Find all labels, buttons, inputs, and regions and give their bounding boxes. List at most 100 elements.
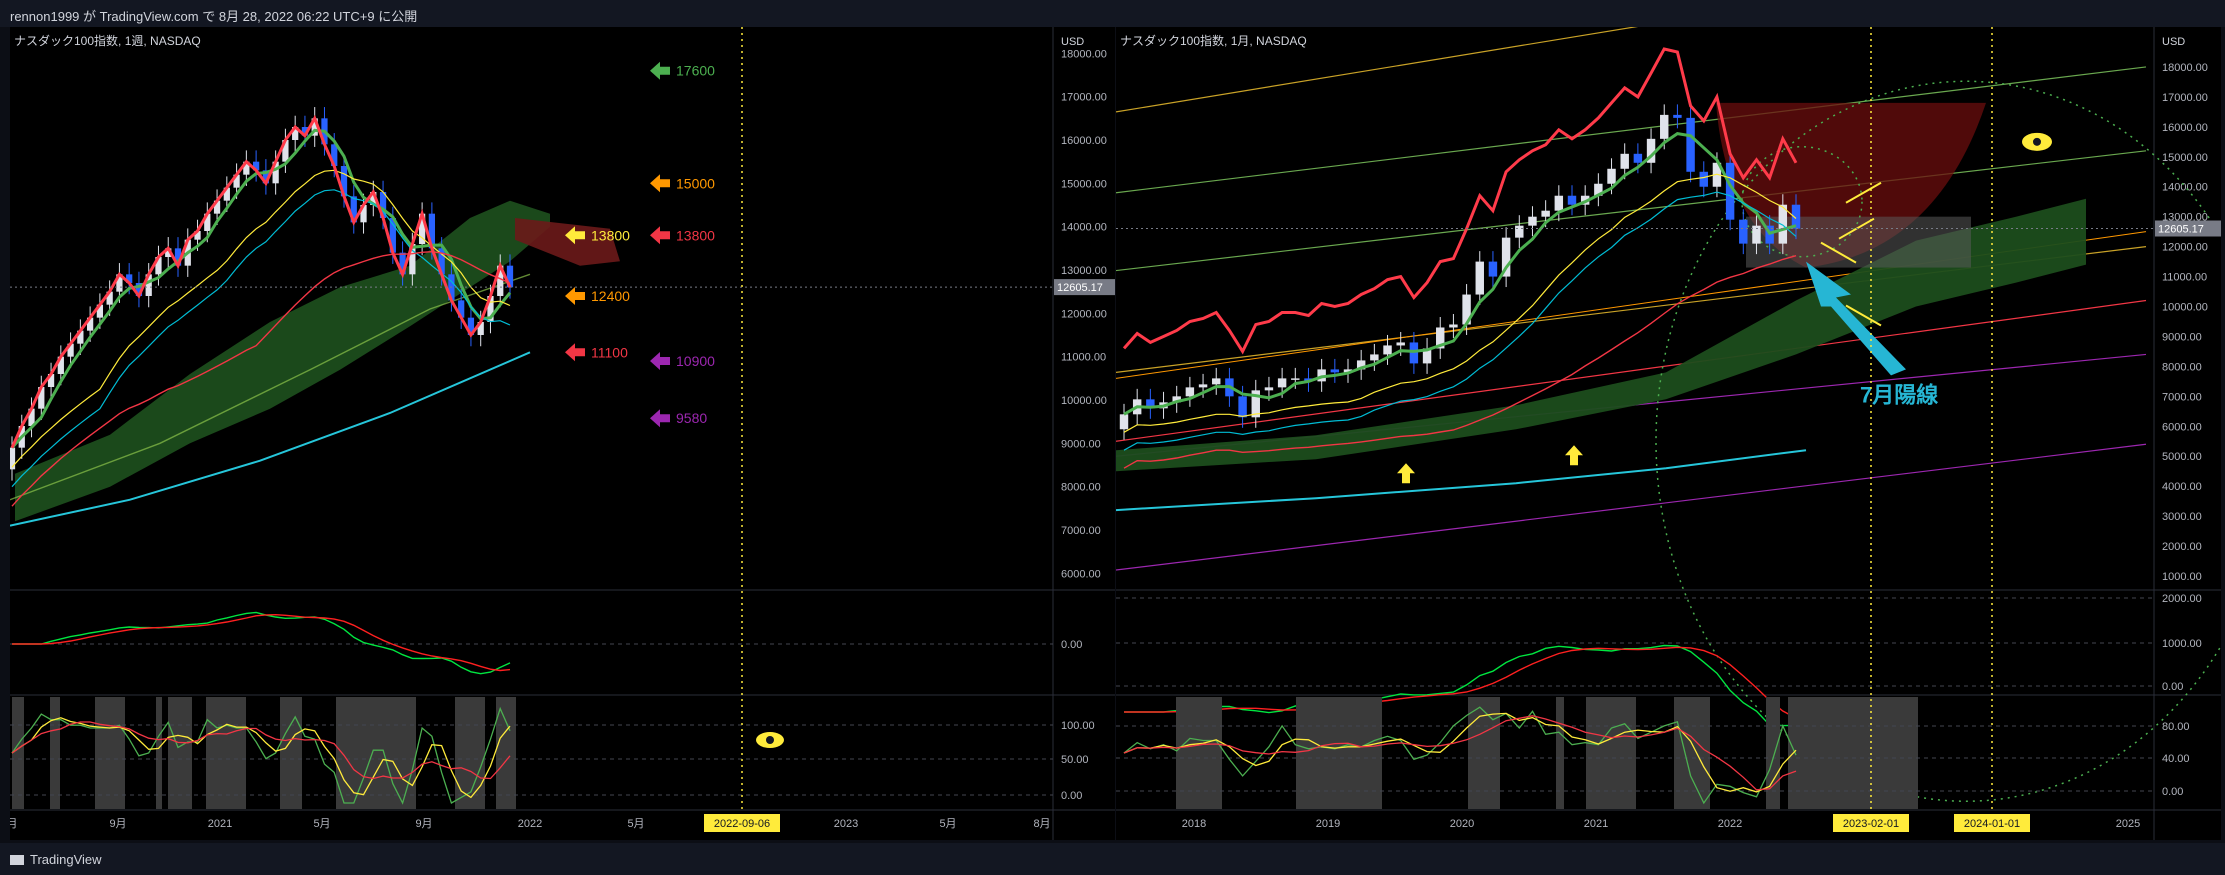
target-label: 13800 (591, 227, 630, 243)
price-tick: 3000.00 (2162, 511, 2202, 523)
ma-200 (9, 351, 531, 527)
top-bar: rennon1999 が TradingView.com で 8月 28, 20… (0, 0, 2225, 27)
candle-body (77, 330, 84, 344)
candle-body (8, 447, 16, 470)
oscillator-shade (1556, 697, 1564, 809)
price-tick: 12000.00 (2162, 242, 2208, 254)
candle-body (1343, 369, 1353, 373)
ma-line-long (11, 250, 511, 507)
oscillator-shade (1176, 697, 1222, 809)
candle-body (1383, 345, 1392, 355)
candle-body (282, 140, 289, 162)
candle-body (1172, 396, 1181, 403)
candle-body (106, 291, 113, 305)
candle-body (438, 248, 445, 275)
date-marker-badge (1833, 814, 1909, 832)
target-label: 9580 (676, 410, 707, 426)
candle-body (1356, 360, 1366, 370)
candle-body (360, 205, 367, 223)
candle-body (1752, 225, 1761, 244)
up-arrow-icon (1397, 463, 1415, 484)
candle-body (1594, 183, 1603, 196)
candle-body (28, 408, 35, 426)
monthly-chart[interactable]: ナスダック100指数, 1月, NASDAQ USD 18000.00 17000.0… (1115, 6, 2225, 840)
price-tick: 11000.00 (2162, 272, 2207, 284)
time-tick: 2022 (1718, 818, 1742, 830)
macd-tick: 1000.00 (2162, 638, 2202, 650)
time-tick: 月 (10, 818, 18, 830)
target-arrow-icon (650, 226, 670, 245)
time-tick: 5月 (627, 818, 644, 830)
date-marker-label: 2024-01-01 (1964, 818, 2020, 830)
oscillator-mid (11, 717, 511, 799)
price-tick: 5000.00 (2162, 451, 2202, 463)
candle-body (1277, 378, 1287, 388)
candle-body (165, 248, 172, 257)
candle-body (155, 257, 162, 275)
oscillator-shade (156, 697, 162, 809)
price-tick: 9000.00 (1061, 438, 1101, 450)
eye-icon-pupil (2033, 137, 2041, 146)
candle-body (389, 218, 396, 253)
time-tick: 8月 (1033, 818, 1050, 830)
macd-tick: 0.00 (1061, 639, 1082, 651)
candle-body (428, 213, 436, 249)
currency-label: USD (2162, 36, 2185, 48)
oscillator-tick: 50.00 (1061, 754, 1089, 766)
oscillator-shade (1766, 697, 1780, 809)
target-label: 10900 (676, 353, 715, 369)
candle-body (1488, 261, 1498, 277)
macd-line (12, 611, 511, 675)
candle-body (174, 248, 182, 266)
tradingview-logo[interactable]: TradingView (10, 852, 102, 867)
oscillator-tick: 100.00 (1061, 720, 1095, 732)
candle-body (1330, 369, 1340, 373)
target-label: 11100 (591, 344, 628, 360)
candle-body (145, 274, 152, 296)
date-marker-label: 2022-09-06 (714, 818, 770, 830)
candle-body (331, 144, 338, 166)
time-tick: 5月 (313, 818, 330, 830)
price-tick: 18000.00 (2162, 62, 2208, 74)
candle-body (1607, 168, 1616, 184)
candle-body (1409, 342, 1419, 364)
price-tick: 17000.00 (2162, 92, 2208, 104)
price-tick: 8000.00 (2162, 361, 2202, 373)
candle-body (1422, 348, 1432, 364)
price-tick: 7000.00 (1061, 525, 1101, 537)
ma-line-mid (11, 169, 511, 468)
oscillator-slow (1123, 715, 1797, 791)
price-tick: 14000.00 (2162, 182, 2208, 194)
date-marker-label: 2023-02-01 (1843, 818, 1899, 830)
candle-body (418, 213, 426, 244)
candle-body (1119, 414, 1129, 430)
current-price-badge (2155, 220, 2225, 237)
time-tick: 5月 (939, 818, 956, 830)
price-tick: 16000.00 (1061, 135, 1107, 147)
monthly-chart-panel[interactable]: ナスダック100指数, 1月, NASDAQ USD 18000.00 17000.0… (1115, 6, 2225, 840)
current-price-label: 12605.17 (1057, 282, 1103, 294)
oscillator-shade (1586, 697, 1636, 809)
oscillator-shade (95, 697, 125, 809)
date-marker-badge (704, 814, 780, 832)
oscillator-shade (280, 697, 302, 809)
weekly-chart-panel[interactable]: ナスダック100指数, 1週, NASDAQ USD 18000.00 17000.0… (7, 27, 1124, 840)
candle-body (57, 356, 64, 374)
candle-body (1633, 153, 1643, 163)
projection-circle (1655, 80, 2225, 802)
price-tick: 6000.00 (1061, 568, 1101, 580)
oscillator-shade (12, 697, 24, 809)
oscillator-shade (206, 697, 246, 809)
candle-body (1778, 204, 1788, 244)
target-arrow-icon (650, 409, 670, 428)
candle-body (116, 274, 123, 292)
candle-body (1554, 195, 1564, 211)
time-tick: 2025 (2116, 818, 2140, 830)
candle-body (262, 170, 270, 184)
candle-body (86, 317, 94, 331)
ma-long (1115, 449, 1807, 512)
date-marker-badge (1954, 814, 2030, 832)
candle-body (497, 265, 504, 296)
target-arrow-icon (650, 174, 670, 193)
